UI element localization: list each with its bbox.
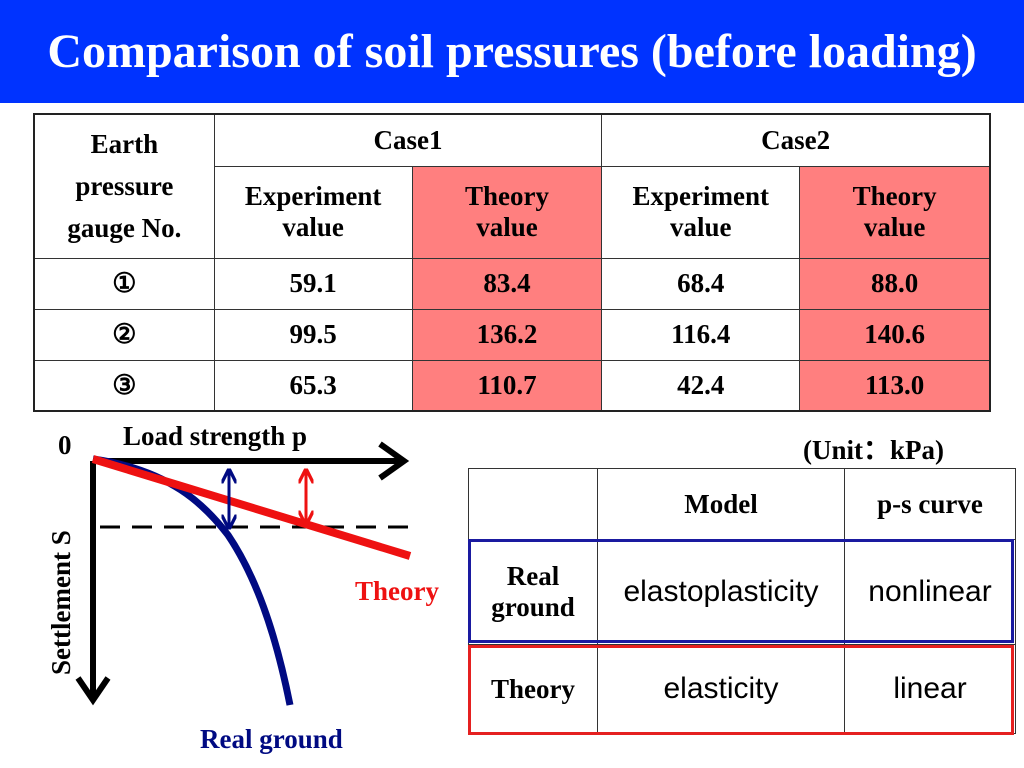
real-ground-label: Real ground: [468, 539, 598, 645]
case2-experiment-value: 116.4: [601, 308, 801, 361]
empty-header-cell: [468, 468, 598, 540]
unit-label: (Unit：kPa): [803, 435, 944, 465]
case1-theory-value: 110.7: [411, 359, 603, 412]
value-label: value: [863, 212, 926, 242]
theory-row: Theory elasticity linear: [468, 644, 1016, 734]
gauge-header: Earth pressure gauge No.: [33, 113, 215, 259]
title-bar: [0, 0, 1024, 103]
case2-experiment-value: 42.4: [601, 359, 801, 412]
case2-theory-value: 113.0: [799, 359, 991, 412]
experiment-label: Experiment: [244, 181, 382, 211]
y-axis-arrowhead: [75, 676, 111, 706]
case1-theory-header: Theory value: [411, 165, 603, 259]
real-ground-curve-label: Real ground: [200, 724, 343, 754]
theory-curve-type: linear: [844, 644, 1016, 734]
gauge-number: ③: [33, 359, 215, 412]
value-label: value: [669, 212, 732, 242]
page-title: Comparison of soil pressures (before loa…: [47, 25, 977, 78]
real-ground-label-line-1: Real: [506, 561, 560, 591]
gauge-header-line-1: Earth: [90, 129, 159, 160]
theory-label: Theory: [464, 181, 549, 211]
real-ground-curve: [92, 455, 294, 706]
y-axis-label: Settlement S: [46, 530, 76, 675]
theory-label: Theory: [852, 181, 937, 211]
real-ground-label-line-2: ground: [491, 592, 575, 622]
theory-line: [91, 455, 412, 560]
case2-theory-header: Theory value: [799, 165, 991, 259]
theory-highlight-frame: [468, 645, 1014, 735]
case1-theory-value: 83.4: [411, 257, 603, 310]
case1-experiment-value: 59.1: [213, 257, 413, 310]
real-ground-curve-type: nonlinear: [844, 539, 1016, 645]
origin-label: 0: [58, 430, 72, 460]
value-label: value: [476, 212, 538, 242]
experiment-label: Experiment: [632, 181, 769, 211]
real-ground-highlight-frame: [468, 539, 1014, 643]
case2-theory-value: 88.0: [799, 257, 991, 310]
case1-experiment-header: Experiment value: [213, 165, 413, 259]
model-header: Model: [597, 468, 845, 540]
value-label: value: [282, 212, 344, 242]
p-s-curve-header: p-s curve: [844, 468, 1016, 540]
soil-pressure-table: Earth pressure gauge No. Case1 Case2 Exp…: [33, 113, 991, 412]
x-axis-arrowhead: [378, 441, 410, 481]
table-row: ③ 65.3 110.7 42.4 113.0: [33, 359, 991, 412]
case1-theory-value: 136.2: [411, 308, 603, 361]
gauge-header-line-3: gauge No.: [67, 213, 182, 244]
x-axis-label: Load strength p: [123, 421, 308, 451]
gauge-number: ②: [33, 308, 215, 361]
table-row: ② 99.5 136.2 116.4 140.6: [33, 308, 991, 361]
theory-model: elasticity: [597, 644, 845, 734]
case2-experiment-header: Experiment value: [601, 165, 801, 259]
theory-curve-label: Theory: [355, 576, 439, 606]
case1-experiment-value: 65.3: [213, 359, 413, 412]
gauge-header-line-2: pressure: [75, 171, 174, 202]
case1-experiment-value: 99.5: [213, 308, 413, 361]
